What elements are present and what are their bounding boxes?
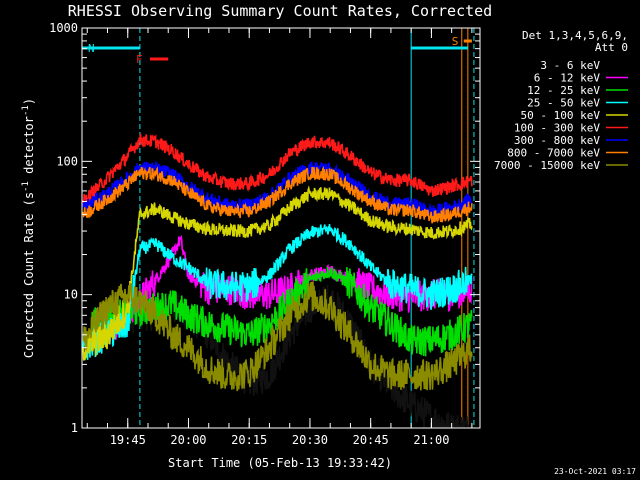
x-tick-label-20:00: 20:00 <box>170 433 206 447</box>
y-axis-label-exp1: -1 <box>21 181 31 192</box>
legend-label-6: 300 - 800 keV <box>514 134 600 147</box>
x-axis-label: Start Time (05-Feb-13 19:33:42) <box>168 456 392 470</box>
y-tick-label-10: 10 <box>64 288 78 302</box>
annotation-label-s: S <box>452 35 459 48</box>
x-tick-label-21:00: 21:00 <box>413 433 449 447</box>
legend-label-3: 25 - 50 keV <box>527 97 600 110</box>
series-line-4 <box>82 185 473 361</box>
x-tick-label-20:15: 20:15 <box>231 433 267 447</box>
series-line-8 <box>82 281 473 392</box>
legend-label-4: 50 - 100 keV <box>521 109 601 122</box>
chart-title: RHESSI Observing Summary Count Rates, Co… <box>68 2 492 20</box>
legend-label-0: 3 - 6 keV <box>540 59 600 72</box>
x-tick-label-19:45: 19:45 <box>110 433 146 447</box>
y-tick-label-100: 100 <box>56 154 78 168</box>
y-tick-label-1000: 1000 <box>49 21 78 35</box>
legend-label-1: 6 - 12 keV <box>534 72 601 85</box>
svg-text:Corrected Count Rate (s-1 dete: Corrected Count Rate (s-1 detector-1) <box>21 98 36 358</box>
annotation-label-n: N <box>88 42 95 55</box>
legend-header-1: Att 0 <box>595 41 628 54</box>
x-tick-label-20:45: 20:45 <box>353 433 389 447</box>
series-layer <box>82 133 473 428</box>
y-axis-label-mid: detector <box>22 116 36 181</box>
x-tick-label-20:30: 20:30 <box>292 433 328 447</box>
legend-label-7: 800 - 7000 keV <box>507 147 600 160</box>
annotation-label-f: F <box>136 53 143 66</box>
legend-header-0: Det 1,3,4,5,6,9, <box>522 29 628 42</box>
timestamp: 23-Oct-2021 03:17 <box>554 467 636 476</box>
series-line-5 <box>82 133 473 207</box>
y-tick-label-1: 1 <box>71 421 78 435</box>
y-axis-label-main: Corrected Count Rate (s <box>22 192 36 358</box>
plot-frame <box>81 27 481 429</box>
series-line-7 <box>82 165 473 224</box>
legend-label-2: 12 - 25 keV <box>527 84 600 97</box>
legend-label-5: 100 - 300 keV <box>514 122 600 135</box>
y-axis-label-exp2: -1 <box>21 105 31 116</box>
axes: 1 10 100 1000 19:45 20:00 20:15 20:30 20:45 21:00 <box>49 21 481 447</box>
series-line-6 <box>82 160 473 218</box>
y-axis-label: Corrected Count Rate (s-1 detector-1) <box>21 98 36 358</box>
legend-label-8: 7000 - 15000 keV <box>494 159 600 172</box>
y-axis-label-end: ) <box>22 98 36 105</box>
series-line-3 <box>82 223 473 360</box>
